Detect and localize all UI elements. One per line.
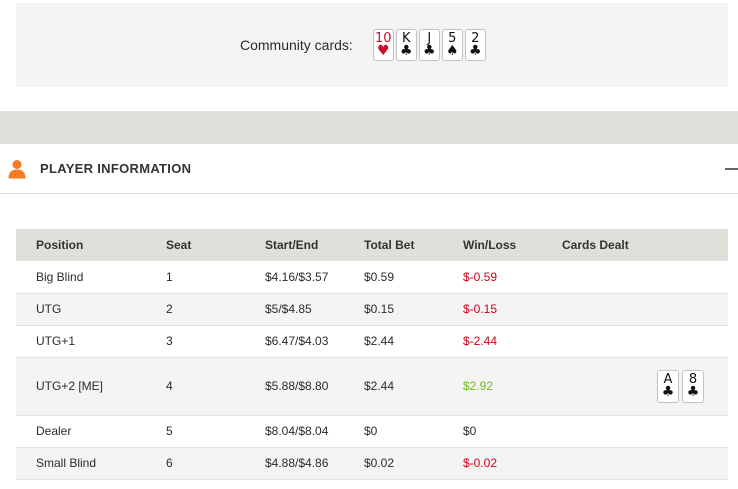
card-rank: A	[663, 371, 673, 387]
card-suit-icon: ♣	[686, 383, 700, 400]
cell-cards-dealt	[562, 325, 728, 357]
cell-win-loss: $-0.15	[463, 302, 498, 316]
table-row: Big Blind 1 $4.16/$3.57 $0.59 $-0.59	[16, 261, 728, 293]
card-suit-icon: ♠	[446, 43, 459, 59]
community-cards: 10 ♥ K ♣ J ♣ 5 ♠ 2 ♣	[372, 29, 488, 61]
dealt-card: 8 ♣	[682, 369, 704, 403]
cell-seat: 1	[166, 269, 173, 284]
cell-cards-dealt	[562, 415, 728, 447]
cell-position: UTG+2 [ME]	[36, 379, 104, 393]
column-header-total-bet: Total Bet	[364, 238, 415, 252]
cell-position: Dealer	[36, 424, 72, 438]
cell-seat: 5	[166, 424, 173, 438]
cell-total-bet: $0.15	[364, 302, 395, 316]
cell-cards-dealt	[562, 261, 728, 293]
cell-start-end: $4.88/$4.86	[265, 456, 329, 470]
column-header-win-loss: Win/Loss	[463, 238, 517, 252]
person-icon	[8, 160, 26, 179]
card-suit-icon: ♣	[469, 43, 482, 59]
table-row: UTG+1 3 $6.47/$4.03 $2.44 $-2.44	[16, 325, 728, 357]
card-rank: 8	[688, 371, 698, 387]
table-row: UTG+2 [ME] 4 $5.88/$8.80 $2.44 $2.92 A ♣…	[16, 357, 728, 415]
card-rank: 5	[448, 31, 457, 46]
card-rank: J	[427, 31, 432, 46]
cell-win-loss: $-2.44	[463, 334, 498, 348]
card-suit-icon: ♣	[400, 43, 413, 59]
card-rank: 10	[375, 31, 392, 46]
cell-start-end: $6.47/$4.03	[265, 334, 329, 348]
card-rank: 2	[471, 31, 480, 46]
cell-start-end: $5/$4.85	[265, 302, 312, 316]
card-suit-icon: ♣	[661, 383, 675, 400]
column-header-seat: Seat	[166, 238, 192, 252]
cell-total-bet: $0.59	[364, 269, 395, 284]
cell-total-bet: $0	[364, 424, 378, 438]
community-card: K ♣	[395, 29, 417, 61]
player-information-header[interactable]: PLAYER INFORMATION	[0, 144, 738, 194]
table-row: UTG 2 $5/$4.85 $0.15 $-0.15	[16, 293, 728, 325]
cell-position: UTG+1	[36, 334, 76, 348]
table-header-row: Position Seat Start/End Total Bet Win/Lo…	[16, 229, 728, 261]
cell-start-end: $4.16/$3.57	[265, 269, 329, 284]
column-header-cards-dealt: Cards Dealt	[562, 238, 629, 252]
cell-total-bet: $2.44	[364, 334, 395, 348]
dealt-cards: A ♣ 8 ♣	[657, 369, 707, 403]
cell-total-bet: $2.44	[364, 379, 395, 393]
column-header-position: Position	[36, 238, 84, 252]
community-cards-row: Community cards: 10 ♥ K ♣ J ♣ 5 ♠ 2 ♣	[240, 27, 488, 63]
cell-seat: 4	[166, 379, 173, 393]
cell-win-loss: $0	[463, 424, 477, 438]
cell-win-loss: $2.92	[463, 379, 494, 393]
community-card: 10 ♥	[372, 29, 394, 61]
cell-cards-dealt	[562, 293, 728, 325]
table-row: Dealer 5 $8.04/$8.04 $0 $0	[16, 415, 728, 447]
card-suit-icon: ♥	[377, 43, 390, 59]
cell-seat: 2	[166, 302, 173, 316]
dealt-card: A ♣	[657, 369, 679, 403]
community-cards-label: Community cards:	[240, 37, 353, 53]
section-divider-band	[0, 111, 738, 144]
column-header-start-end: Start/End	[265, 238, 319, 252]
cell-cards-dealt: A ♣ 8 ♣	[562, 357, 728, 415]
community-cards-panel: Community cards: 10 ♥ K ♣ J ♣ 5 ♠ 2 ♣	[16, 3, 728, 87]
cell-seat: 3	[166, 334, 173, 348]
cell-position: UTG	[36, 302, 62, 316]
minus-icon[interactable]	[725, 168, 738, 170]
section-title: PLAYER INFORMATION	[40, 161, 192, 176]
community-card: 5 ♠	[441, 29, 463, 61]
cell-total-bet: $0.02	[364, 456, 395, 470]
card-suit-icon: ♣	[423, 43, 436, 59]
cell-cards-dealt	[562, 447, 728, 479]
cell-win-loss: $-0.59	[463, 269, 498, 284]
cell-position: Small Blind	[36, 456, 97, 470]
cell-start-end: $5.88/$8.80	[265, 379, 329, 393]
cell-start-end: $8.04/$8.04	[265, 424, 329, 438]
cell-position: Big Blind	[36, 269, 84, 284]
community-card: 2 ♣	[464, 29, 486, 61]
community-card: J ♣	[418, 29, 440, 61]
card-rank: K	[402, 31, 411, 46]
cell-win-loss: $-0.02	[463, 456, 498, 470]
player-table: Position Seat Start/End Total Bet Win/Lo…	[16, 229, 728, 480]
cell-seat: 6	[166, 456, 173, 470]
table-row: Small Blind 6 $4.88/$4.86 $0.02 $-0.02	[16, 447, 728, 479]
